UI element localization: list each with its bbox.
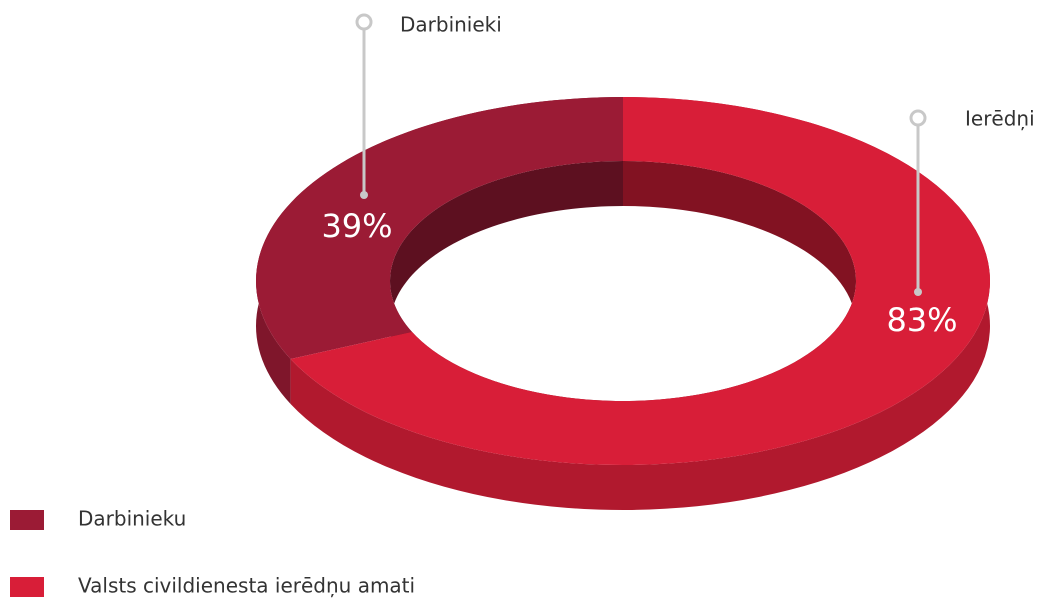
legend-label: Valsts civildienesta ierēdņu amati bbox=[78, 574, 415, 598]
callout-pin bbox=[909, 109, 927, 127]
value-label: 83% bbox=[886, 301, 957, 339]
callout-dot bbox=[360, 191, 368, 199]
legend-label: Darbinieku bbox=[78, 507, 186, 531]
callout-pin bbox=[355, 13, 373, 31]
inner-wall bbox=[390, 161, 623, 377]
category-label: Ierēdņi bbox=[965, 107, 1035, 131]
legend-swatch bbox=[10, 510, 44, 530]
legend-swatch bbox=[10, 577, 44, 597]
callout-dot bbox=[914, 288, 922, 296]
value-label: 39% bbox=[321, 207, 392, 245]
slice bbox=[290, 97, 991, 465]
category-label: Darbinieki bbox=[400, 13, 502, 37]
slice bbox=[256, 97, 623, 360]
